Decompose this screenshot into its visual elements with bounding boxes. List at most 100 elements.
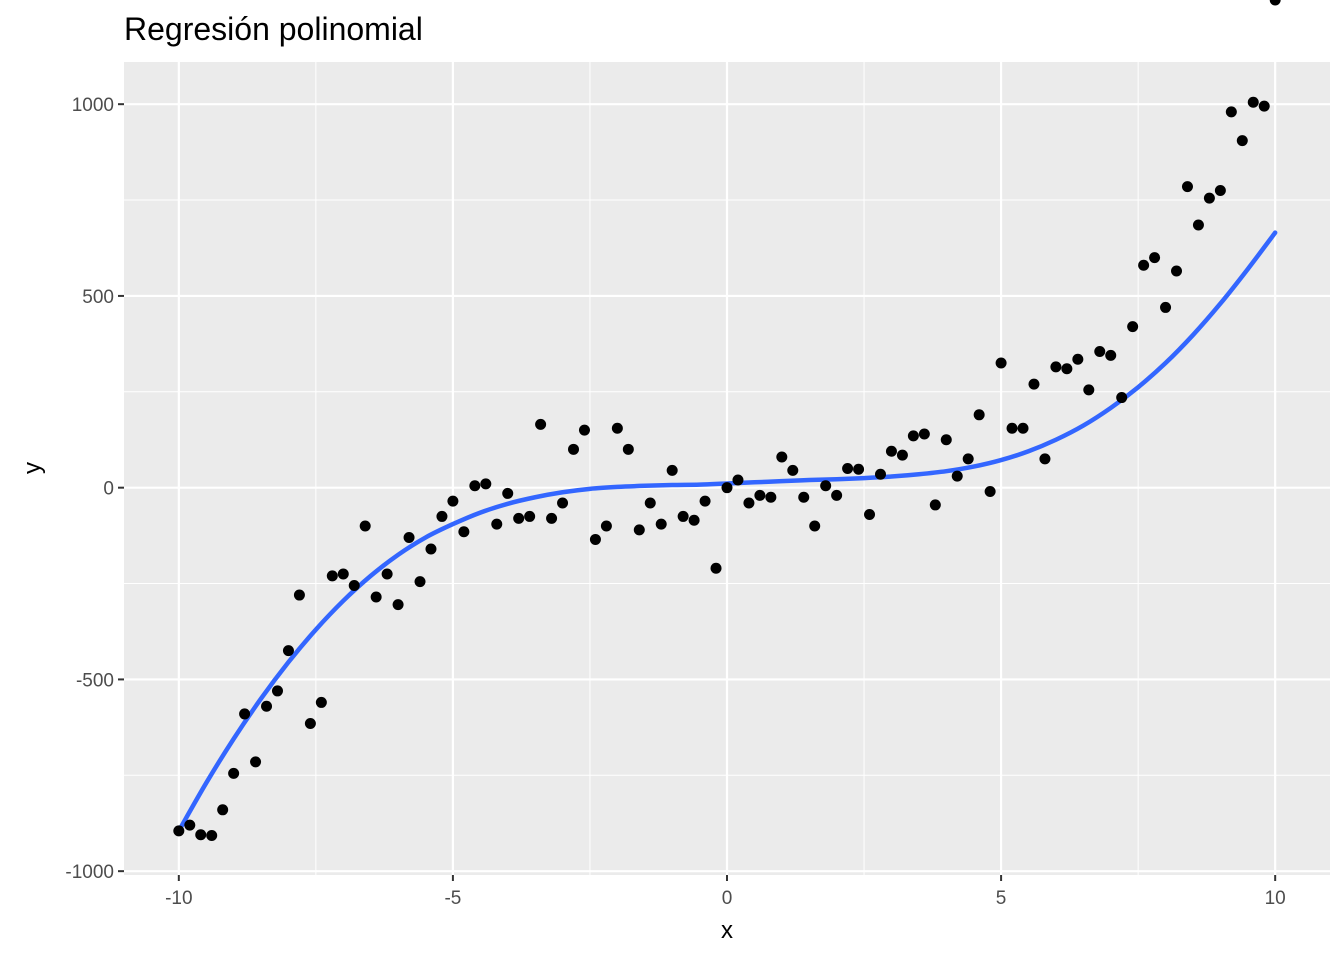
data-point-p-66 [885,445,897,457]
axis-layer: -10 -5 0 5 10 -1000 -500 0 500 1000 [65,95,1285,909]
data-point-p-2 [184,819,196,831]
y-tick-label: 0 [103,479,114,500]
data-point-p-74 [973,409,985,421]
data-point-p-72 [951,470,963,482]
data-point-p-52 [732,474,744,486]
data-point-p-36 [557,497,569,509]
data-point-p-53 [743,497,755,509]
y-tick-label: 500 [82,287,114,308]
data-point-p-24 [425,543,437,555]
data-point-p-11 [282,645,294,657]
data-point-p-42 [622,443,634,455]
data-point-p-59 [809,520,821,532]
data-point-p-48 [688,514,700,526]
data-point-p-61 [831,489,843,501]
data-point-p-18 [359,520,371,532]
data-point-p-94 [1192,219,1204,231]
data-point-p-56 [776,451,788,463]
data-point-p-13 [304,718,316,730]
data-point-p-60 [820,480,832,492]
data-point-p-25 [436,510,448,522]
data-point-p-21 [392,599,404,611]
data-point-p-97 [1225,106,1237,118]
x-tick-label: 5 [996,888,1007,909]
data-point-p-92 [1171,265,1183,277]
grid-major [124,62,1330,875]
data-point-p-86 [1105,349,1117,361]
data-point-p-54 [754,489,766,501]
data-point-p-8 [250,756,262,768]
data-point-p-29 [480,478,492,490]
data-point-p-76 [995,357,1007,369]
data-point-p-62 [842,463,854,474]
data-point-p-44 [644,497,656,509]
data-point-p-26 [447,495,459,507]
data-point-p-34 [535,418,547,430]
data-point-p-27 [458,526,470,538]
data-point-p-64 [864,509,876,521]
data-point-p-77 [1006,422,1018,434]
data-point-p-63 [853,463,865,475]
data-point-p-58 [798,491,810,503]
data-point-p-19 [370,591,382,603]
x-axis-title: x [721,917,733,944]
data-point-p-39 [589,533,601,545]
data-point-p-101 [1269,0,1281,6]
data-point-p-67 [896,449,908,461]
data-point-p-87 [1116,392,1128,404]
data-point-p-12 [293,589,305,601]
data-point-p-100 [1258,100,1270,112]
data-point-p-32 [513,512,525,524]
data-point-p-82 [1061,363,1073,375]
data-point-p-73 [962,453,974,465]
data-point-p-96 [1214,184,1226,196]
data-point-p-47 [677,510,689,522]
data-point-p-3 [195,829,207,841]
data-point-p-33 [524,510,536,522]
data-point-p-17 [348,579,360,591]
data-point-p-93 [1181,181,1193,193]
data-point-p-91 [1160,301,1172,313]
data-point-p-30 [491,518,503,530]
data-point-p-69 [918,428,930,440]
data-point-p-84 [1083,384,1095,396]
y-tick-label: -1000 [65,862,114,883]
data-point-p-41 [611,422,623,434]
data-point-p-98 [1236,135,1248,147]
data-point-p-88 [1127,321,1139,333]
data-point-p-57 [787,464,799,476]
x-tick-label: -10 [165,888,192,909]
data-point-p-43 [633,524,645,536]
x-tick-label: 10 [1265,888,1286,909]
data-point-p-14 [315,696,327,708]
x-tick-label: -5 [444,888,461,909]
y-axis-title: y [19,462,46,474]
data-point-p-55 [765,491,777,503]
data-point-p-95 [1203,192,1215,204]
data-point-p-1 [173,825,185,837]
chart-title: Regresión polinomial [124,11,423,47]
data-point-p-35 [546,512,558,524]
x-tick-label: 0 [722,888,733,909]
data-point-p-5 [217,804,229,816]
data-point-p-90 [1149,252,1161,264]
data-point-p-85 [1094,346,1106,358]
point-layer [173,0,1281,842]
data-point-p-49 [699,495,711,507]
data-point-p-40 [600,520,612,532]
data-point-p-81 [1050,361,1062,373]
data-point-p-9 [261,700,273,712]
data-point-p-70 [929,499,941,511]
data-point-p-50 [710,562,722,574]
data-point-p-83 [1072,353,1084,365]
data-point-p-71 [940,434,952,446]
data-point-p-7 [239,708,251,720]
data-point-p-46 [666,464,678,476]
data-point-p-4 [206,830,218,842]
data-point-p-37 [568,443,580,455]
data-point-p-10 [271,685,283,697]
y-tick-label: -500 [76,670,114,691]
data-point-p-23 [414,576,426,588]
data-point-p-79 [1028,378,1040,390]
